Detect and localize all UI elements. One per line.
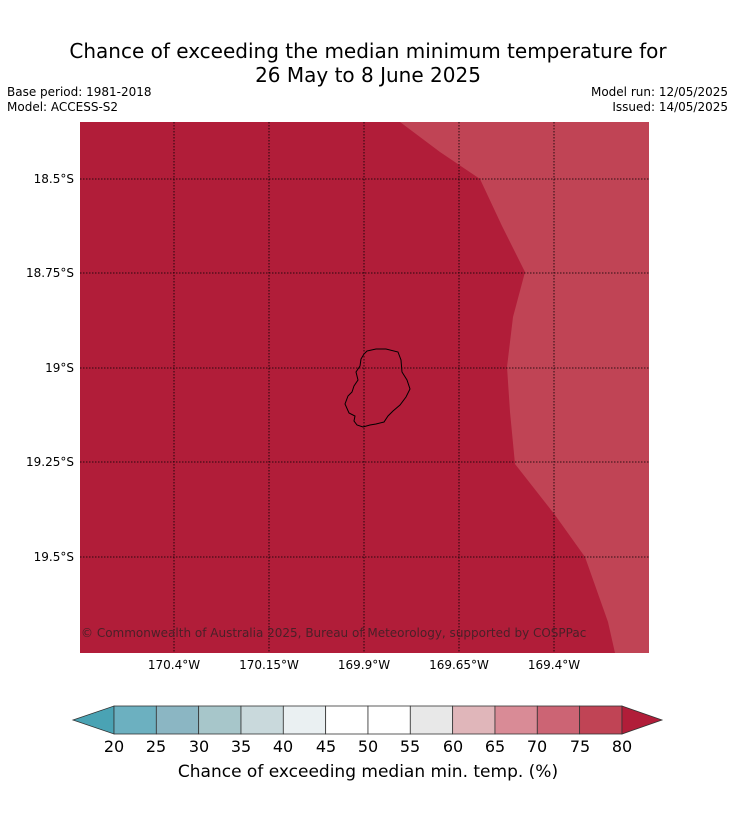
lon-label-169-4: 169.4°W (527, 658, 581, 672)
colorbar-bin-75 (579, 705, 623, 735)
issued-text: Issued: 14/05/2025 (612, 100, 728, 114)
colorbar-tick-25: 25 (145, 737, 167, 756)
lon-label-169-65: 169.65°W (429, 658, 489, 672)
colorbar-tick-50: 50 (357, 737, 379, 756)
colorbar-bin-50 (367, 705, 411, 735)
lat-label-19-5: 19.5°S (33, 550, 74, 564)
colorbar-tick-55: 55 (399, 737, 421, 756)
model-text: Model: ACCESS-S2 (7, 100, 119, 114)
base-period-text: Base period: 1981-2018 (7, 85, 152, 99)
colorbar-tick-35: 35 (230, 737, 252, 756)
colorbar-tick-80: 80 (611, 737, 633, 756)
lat-label-19-25: 19.25°S (26, 455, 74, 469)
colorbar-bin-45 (325, 705, 369, 735)
colorbar-extend-low (71, 705, 115, 735)
colorbar-tick-20: 20 (103, 737, 125, 756)
map-panel (80, 122, 649, 653)
lon-label-169-9: 169.9°W (337, 658, 391, 672)
colorbar-tick-60: 60 (442, 737, 464, 756)
colorbar-segments (71, 705, 664, 735)
map-title-line-1: Chance of exceeding the median minimum t… (69, 39, 667, 63)
colorbar-tick-45: 45 (315, 737, 337, 756)
colorbar-bin-65 (494, 705, 538, 735)
graticule (80, 122, 649, 653)
colorbar-bin-30 (198, 705, 242, 735)
lon-label-170-15: 170.15°W (239, 658, 299, 672)
colorbar-bin-60 (452, 705, 496, 735)
colorbar-tick-70: 70 (526, 737, 548, 756)
map-title-line-2: 26 May to 8 June 2025 (255, 63, 481, 87)
colorbar-bin-70 (536, 705, 581, 735)
niue-island-outline (344, 348, 411, 428)
colorbar-tick-30: 30 (188, 737, 210, 756)
colorbar-tick-65: 65 (484, 737, 506, 756)
colorbar-extend-high (621, 705, 664, 735)
lat-label-18-75: 18.75°S (26, 266, 74, 280)
lat-label-19: 19°S (45, 361, 74, 375)
copyright-notice: © Commonwealth of Australia 2025, Bureau… (81, 626, 587, 640)
colorbar-bin-20 (113, 705, 157, 735)
colorbar-tick-75: 75 (569, 737, 591, 756)
colorbar-label: Chance of exceeding median min. temp. (%… (177, 762, 559, 782)
colorbar-bin-25 (155, 705, 200, 735)
meta-left: Base period: 1981-2018 Model: ACCESS-S2 (7, 85, 152, 115)
colorbar (71, 705, 664, 735)
model-run-text: Model run: 12/05/2025 (590, 85, 728, 99)
colorbar-bin-35 (240, 705, 284, 735)
meta-right: Model run: 12/05/2025 Issued: 14/05/2025 (591, 85, 728, 115)
colorbar-bin-40 (282, 705, 327, 735)
lon-label-170-4: 170.4°W (147, 658, 201, 672)
region-75-80 (400, 122, 649, 653)
colorbar-tick-40: 40 (272, 737, 294, 756)
lat-label-18-5: 18.5°S (33, 172, 74, 186)
colorbar-bin-55 (409, 705, 454, 735)
